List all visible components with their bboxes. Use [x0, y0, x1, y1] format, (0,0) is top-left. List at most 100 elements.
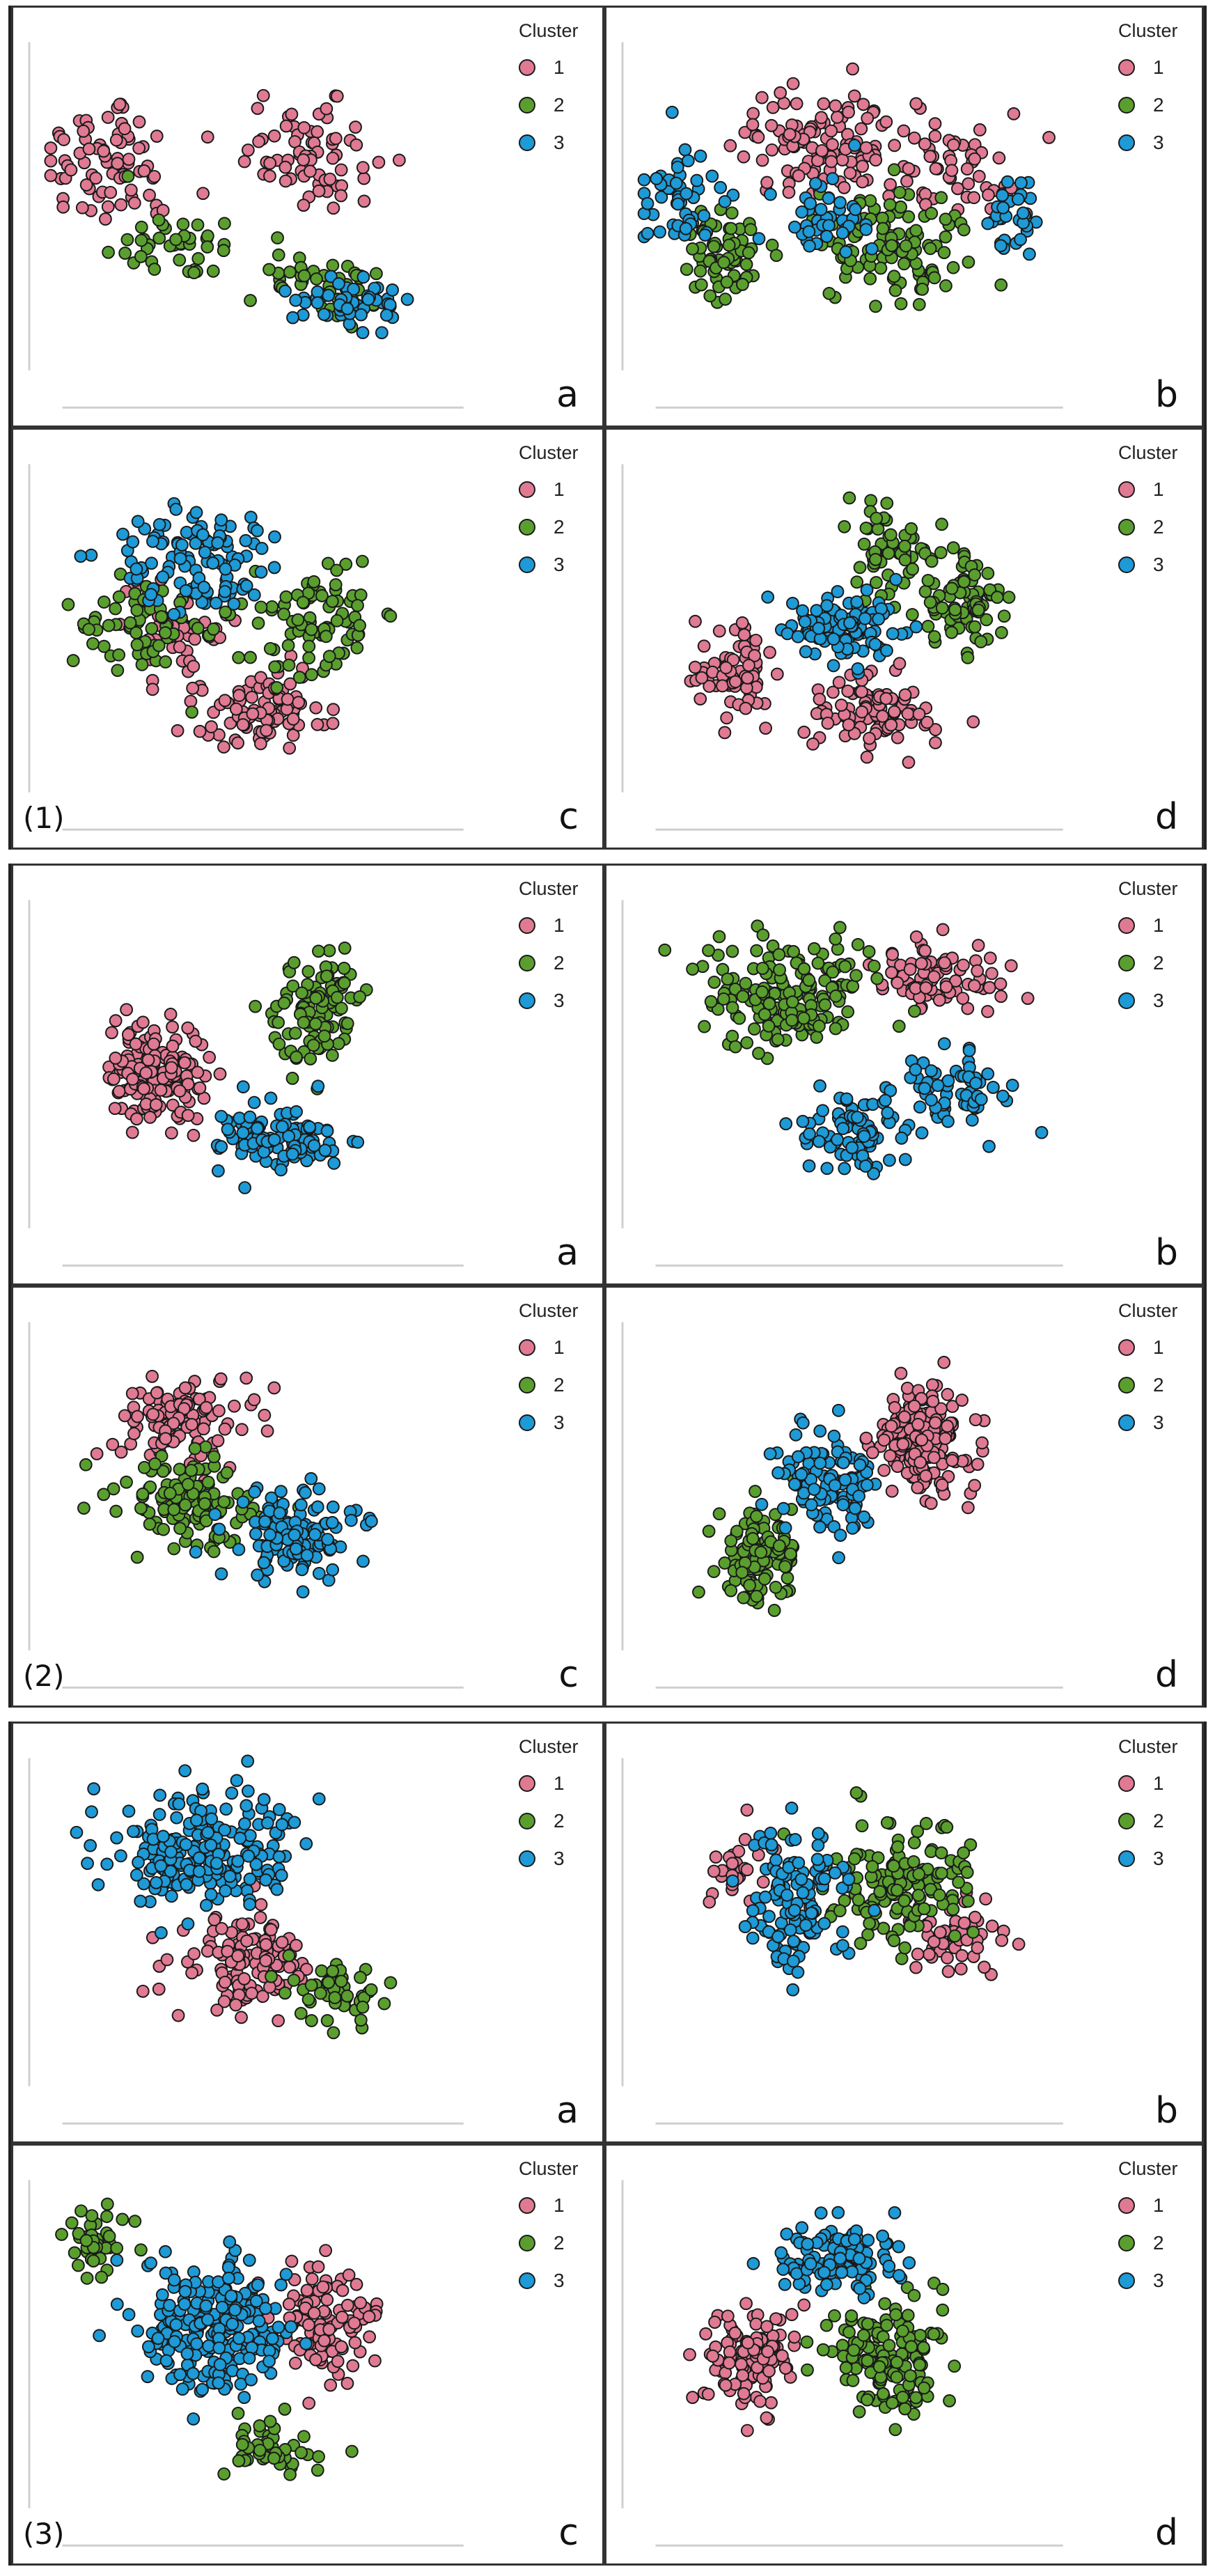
data-point: [127, 1427, 141, 1441]
data-point: [852, 2405, 866, 2419]
legend-item-3: 3: [519, 124, 594, 162]
data-point: [758, 1008, 771, 1022]
data-point: [228, 1399, 241, 1413]
data-point: [159, 2266, 173, 2280]
data-point: [933, 1926, 947, 1939]
data-point: [272, 1803, 286, 1816]
data-point: [100, 1857, 114, 1871]
data-point: [172, 1797, 186, 1811]
data-point: [241, 143, 255, 157]
data-point: [283, 1960, 297, 1974]
data-point: [130, 1550, 144, 1564]
data-point: [116, 527, 130, 541]
data-point: [319, 2244, 333, 2258]
data-point: [122, 153, 136, 166]
data-point: [880, 2318, 893, 2332]
legend-swatch: [1118, 1775, 1135, 1792]
data-point: [750, 1510, 763, 1523]
data-point: [898, 688, 912, 702]
data-point: [137, 1082, 150, 1095]
data-point: [275, 1120, 289, 1134]
legend-item-2: 2: [519, 1802, 594, 1840]
data-point: [305, 668, 318, 682]
data-point: [742, 659, 755, 672]
data-point: [848, 139, 861, 153]
legend-label: 1: [1153, 56, 1164, 78]
legend: Cluster 1 2 3: [1118, 2158, 1193, 2300]
data-point: [327, 703, 340, 717]
data-point: [882, 2259, 896, 2273]
data-point: [144, 2256, 157, 2270]
data-point: [147, 1037, 161, 1051]
data-point: [857, 537, 871, 551]
data-point: [653, 225, 667, 239]
data-point: [181, 1077, 195, 1091]
data-point: [180, 2347, 194, 2361]
data-point: [776, 2263, 790, 2277]
data-point: [156, 1829, 170, 1843]
data-point: [832, 1551, 845, 1565]
data-point: [106, 1437, 120, 1451]
data-point: [743, 1579, 757, 1592]
data-point: [889, 2308, 903, 2322]
data-point: [925, 1093, 938, 1107]
data-point: [724, 1584, 738, 1598]
data-point: [321, 556, 335, 570]
data-point: [342, 2268, 356, 2282]
data-point: [759, 721, 772, 735]
data-point: [334, 163, 348, 177]
data-point: [891, 976, 904, 990]
data-point: [911, 1481, 925, 1494]
data-point: [739, 701, 753, 715]
series-3: [70, 1754, 326, 1939]
data-point: [892, 2240, 905, 2254]
series-3: [74, 497, 281, 621]
data-point: [86, 637, 100, 650]
data-point: [919, 1817, 933, 1830]
data-point: [750, 1589, 764, 1603]
data-point: [175, 2382, 189, 2396]
data-point: [833, 2251, 847, 2265]
data-point: [44, 141, 58, 155]
data-point: [392, 153, 406, 167]
data-point: [289, 1939, 303, 1952]
data-point: [941, 1388, 955, 1401]
data-point: [874, 261, 888, 275]
data-point: [847, 2233, 861, 2247]
panel-letter: b: [1154, 1232, 1178, 1274]
data-point: [814, 203, 828, 217]
data-point: [835, 2265, 849, 2279]
data-point: [263, 1528, 277, 1542]
data-point: [243, 1110, 257, 1124]
legend-title: Cluster: [519, 1300, 579, 1321]
data-point: [187, 659, 201, 673]
series-1: [683, 2297, 811, 2437]
data-point: [822, 219, 836, 233]
data-point: [287, 955, 301, 969]
data-point: [281, 639, 295, 653]
legend-label: 2: [1153, 94, 1164, 116]
panel-letter: a: [556, 2090, 579, 2132]
legend-title: Cluster: [519, 442, 579, 463]
data-point: [268, 660, 282, 674]
data-point: [247, 1095, 261, 1109]
data-point: [855, 1819, 869, 1833]
data-point: [783, 1923, 797, 1937]
data-point: [782, 185, 796, 199]
data-point: [55, 2228, 68, 2241]
data-point: [760, 2320, 774, 2334]
data-point: [187, 1128, 201, 1142]
data-point: [274, 2278, 288, 2292]
data-point: [184, 694, 198, 708]
data-point: [181, 1917, 195, 1931]
data-point: [911, 1889, 925, 1902]
data-point: [1016, 206, 1030, 220]
data-point: [267, 1133, 281, 1147]
data-point: [737, 1591, 751, 1605]
data-point: [296, 1585, 310, 1599]
data-point: [304, 1052, 318, 1065]
data-point: [650, 172, 664, 185]
data-point: [329, 132, 343, 146]
data-point: [309, 991, 323, 1005]
data-point: [219, 1802, 233, 1816]
